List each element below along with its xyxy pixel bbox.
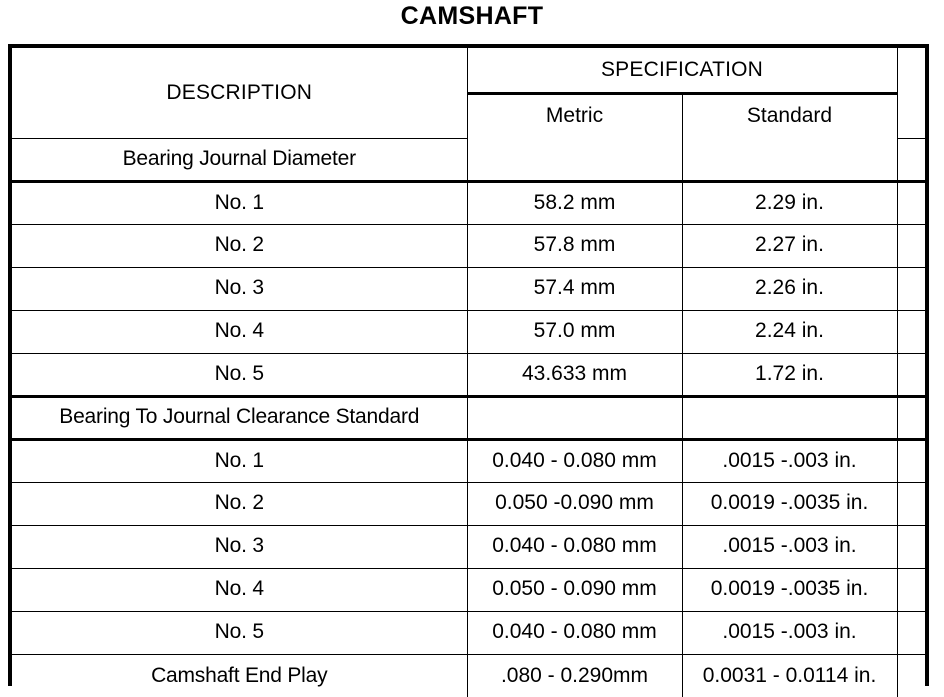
row-standard-value (681, 138, 898, 182)
row-description: No. 2 (12, 481, 468, 526)
row-description: No. 2 (12, 223, 468, 268)
camshaft-spec-table: DESCRIPTION SPECIFICATION Metric Standar… (12, 48, 925, 697)
table-row: Bearing Journal Diameter (12, 138, 925, 182)
row-metric-value: 0.040 - 0.080 mm (466, 524, 683, 569)
row-standard-value: 0.0019 -.0035 in. (681, 481, 898, 526)
row-standard-value: 1.72 in. (681, 352, 898, 397)
table-row: No. 2 0.050 -0.090 mm 0.0019 -.0035 in. (12, 481, 925, 526)
row-metric-value: 57.4 mm (466, 266, 683, 311)
row-description: No. 1 (12, 179, 468, 225)
row-standard-value: .0015 -.003 in. (681, 610, 898, 655)
row-spacer-cell (896, 138, 925, 182)
row-description: No. 3 (12, 266, 468, 311)
header-row-primary: DESCRIPTION SPECIFICATION (12, 48, 925, 139)
row-spacer-cell (896, 266, 925, 311)
row-description: Camshaft End Play (12, 653, 468, 697)
row-standard-value: 2.29 in. (681, 179, 898, 225)
column-header-metric: Metric (467, 92, 683, 138)
row-spacer-cell (896, 481, 925, 526)
table-row: No. 1 58.2 mm 2.29 in. (12, 179, 925, 225)
row-description: No. 5 (12, 352, 468, 397)
row-metric-value (466, 138, 683, 182)
row-metric-value: 57.8 mm (466, 223, 683, 268)
table-row: No. 4 57.0 mm 2.24 in. (12, 309, 925, 354)
row-spacer-cell (896, 567, 925, 612)
row-spacer-cell (896, 352, 925, 397)
row-metric-value (466, 394, 683, 440)
table-row: No. 4 0.050 - 0.090 mm 0.0019 -.0035 in. (12, 567, 925, 612)
table-row: Camshaft End Play .080 - 0.290mm 0.0031 - … (12, 653, 925, 697)
row-description: No. 4 (12, 309, 468, 354)
row-metric-value: .080 - 0.290mm (466, 653, 683, 697)
header-row-secondary: Metric Standard (12, 92, 925, 138)
row-metric-value: 58.2 mm (466, 179, 683, 225)
table-row: Bearing To Journal Clearance Standard (12, 394, 925, 440)
row-standard-value (681, 394, 898, 440)
camshaft-spec-table-frame: DESCRIPTION SPECIFICATION Metric Standar… (8, 44, 929, 697)
table-row: No. 3 0.040 - 0.080 mm .0015 -.003 in. (12, 524, 925, 569)
row-spacer-cell (896, 309, 925, 354)
row-spacer-cell (896, 653, 925, 697)
table-row: No. 3 57.4 mm 2.26 in. (12, 266, 925, 311)
row-standard-value: .0015 -.003 in. (681, 437, 898, 483)
row-metric-value: 0.040 - 0.080 mm (466, 610, 683, 655)
row-spacer-cell (896, 437, 925, 483)
row-metric-value: 43.633 mm (466, 352, 683, 397)
row-description: No. 3 (12, 524, 468, 569)
row-metric-value: 0.050 - 0.090 mm (466, 567, 683, 612)
row-spacer-cell (896, 179, 925, 225)
row-section-label: Bearing Journal Diameter (12, 138, 468, 182)
row-standard-value: .0015 -.003 in. (681, 524, 898, 569)
table-row: No. 5 0.040 - 0.080 mm .0015 -.003 in. (12, 610, 925, 655)
table-head: DESCRIPTION SPECIFICATION Metric Standar… (12, 48, 925, 139)
row-section-label: Bearing To Journal Clearance Standard (12, 394, 468, 440)
column-header-standard: Standard (681, 92, 897, 138)
column-header-specification: SPECIFICATION (466, 48, 898, 95)
column-header-spacer (896, 48, 925, 139)
table-row: No. 1 0.040 - 0.080 mm .0015 -.003 in. (12, 437, 925, 483)
row-standard-value: 2.24 in. (681, 309, 898, 354)
row-spacer-cell (896, 394, 925, 440)
row-metric-value: 0.040 - 0.080 mm (466, 437, 683, 483)
row-spacer-cell (896, 610, 925, 655)
table-body: Bearing Journal Diameter No. 1 58.2 mm 2.29… (12, 138, 925, 697)
row-standard-value: 0.0019 -.0035 in. (681, 567, 898, 612)
column-header-description: DESCRIPTION (12, 48, 468, 139)
row-description: No. 5 (12, 610, 468, 655)
table-row: No. 2 57.8 mm 2.27 in. (12, 223, 925, 268)
row-standard-value: 2.27 in. (681, 223, 898, 268)
page-title: CAMSHAFT (400, 2, 544, 30)
table-row: No. 5 43.633 mm 1.72 in. (12, 352, 925, 397)
row-standard-value: 0.0031 - 0.0114 in. (681, 653, 898, 697)
row-description: No. 4 (12, 567, 468, 612)
row-spacer-cell (896, 223, 925, 268)
row-standard-value: 2.26 in. (681, 266, 898, 311)
row-metric-value: 57.0 mm (466, 309, 683, 354)
row-metric-value: 0.050 -0.090 mm (466, 481, 683, 526)
row-description: No. 1 (12, 437, 468, 483)
row-spacer-cell (896, 524, 925, 569)
